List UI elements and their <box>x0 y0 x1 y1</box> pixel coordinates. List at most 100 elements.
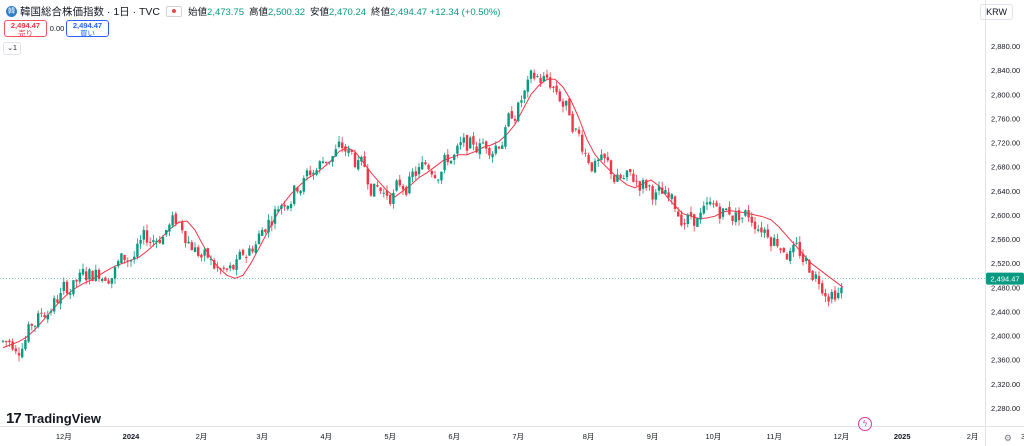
candle <box>837 292 840 299</box>
candle <box>373 183 376 197</box>
x-tick-label: 12月 <box>833 432 849 441</box>
candle <box>312 172 315 175</box>
candle <box>398 179 401 186</box>
lightning-icon[interactable]: ϟ <box>858 417 872 431</box>
candle <box>229 265 232 269</box>
candle <box>30 324 33 326</box>
sell-button[interactable]: 2,494.47 売り <box>4 20 47 38</box>
candle <box>449 160 453 164</box>
x-tick-label: 3月 <box>1021 432 1024 441</box>
candle <box>561 101 565 107</box>
candle <box>571 113 574 132</box>
candle <box>657 186 661 191</box>
candle <box>27 324 30 342</box>
candle <box>805 258 808 262</box>
candle <box>424 162 427 165</box>
candle <box>248 248 251 256</box>
candle <box>24 339 27 350</box>
candle <box>773 237 776 246</box>
symbol-title[interactable]: 韓国総合株価指数 · 1日 · TVC <box>20 5 161 18</box>
candle <box>510 111 513 119</box>
candle <box>798 242 801 256</box>
candle <box>203 249 206 256</box>
high-value: 高値2,500.32 <box>249 7 306 18</box>
candle <box>558 91 561 102</box>
candle <box>257 233 261 244</box>
tradingview-logo[interactable]: 17 TradingView <box>6 410 101 427</box>
candle <box>472 136 475 145</box>
y-tick-label: 2,680.00 <box>991 163 1020 172</box>
candle <box>328 161 331 163</box>
y-tick-label: 2,360.00 <box>991 356 1020 365</box>
candle <box>11 341 14 350</box>
market-status-icon[interactable] <box>166 5 183 17</box>
candle <box>552 86 555 88</box>
symbol-header: 韓 韓国総合株価指数 · 1日 · TVC 始値2,473.75 高値2,500… <box>6 4 505 18</box>
candle <box>699 212 702 220</box>
candle <box>513 118 517 121</box>
candle <box>181 222 184 231</box>
candle <box>766 229 769 238</box>
moving-average-line <box>2 78 844 349</box>
candle <box>350 149 353 152</box>
candle <box>206 248 209 258</box>
candle <box>792 244 795 253</box>
x-tick-label: 4月 <box>320 432 332 441</box>
x-tick-label: 11月 <box>767 432 782 441</box>
candle <box>65 281 69 294</box>
candle <box>808 260 811 273</box>
candle <box>405 187 408 195</box>
candle <box>209 258 213 260</box>
chevron-down-icon: ⌄ <box>7 45 13 52</box>
candle <box>520 100 523 103</box>
candle <box>187 241 190 244</box>
candle <box>632 173 635 182</box>
candle <box>481 142 485 144</box>
candle <box>360 156 363 162</box>
candle <box>536 76 539 78</box>
candle <box>392 192 395 204</box>
candle <box>193 247 197 252</box>
candle <box>110 278 113 284</box>
candle <box>376 185 379 187</box>
low-value: 安値2,470.24 <box>310 7 367 18</box>
candle <box>814 274 817 279</box>
candle <box>139 239 142 244</box>
gear-icon[interactable]: ⚙ <box>1003 433 1012 443</box>
currency-selector[interactable]: KRW <box>980 4 1013 20</box>
candle <box>574 128 577 130</box>
candle <box>225 268 229 270</box>
candle <box>395 180 398 191</box>
candle <box>149 241 152 243</box>
candle <box>104 277 107 282</box>
candle <box>273 209 277 224</box>
candle <box>171 215 174 226</box>
candle <box>1 340 5 342</box>
candle <box>417 167 421 175</box>
candle <box>299 190 302 194</box>
candle <box>542 76 545 82</box>
candle <box>744 210 747 216</box>
candle <box>337 141 341 147</box>
candle <box>747 210 750 218</box>
candle <box>219 268 222 270</box>
candle <box>408 176 411 194</box>
candle <box>222 267 225 269</box>
candle <box>830 292 833 300</box>
candle <box>133 256 136 260</box>
candle <box>353 152 357 167</box>
collapse-indicators-button[interactable]: ⌄1 <box>3 42 21 55</box>
candle <box>750 216 753 223</box>
candle <box>49 311 53 313</box>
candle <box>453 154 456 161</box>
candle <box>315 170 318 175</box>
candle <box>251 248 254 252</box>
candle <box>331 156 334 162</box>
candle <box>264 229 267 233</box>
candle <box>443 155 446 171</box>
x-tick-label: 2025 <box>894 432 911 441</box>
x-tick-label: 7月 <box>512 432 524 441</box>
candle <box>155 240 158 243</box>
buy-button[interactable]: 2,494.47 買い <box>66 20 109 38</box>
